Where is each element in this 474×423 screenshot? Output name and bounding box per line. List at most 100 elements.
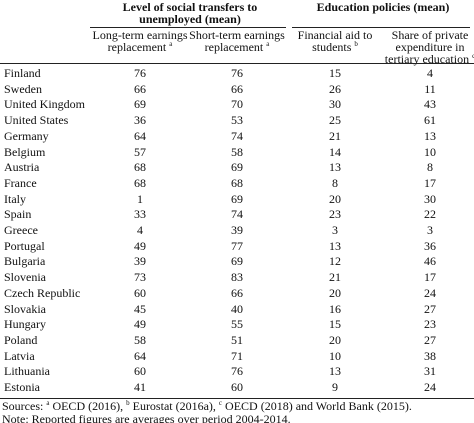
column-header-text: Share of private expenditure in tertiary… [384,28,470,66]
cell-value: 64 [134,128,146,143]
footnote-marker: b [126,399,130,407]
cell-value: 76 [134,66,146,80]
cell-value: 55 [231,317,243,332]
cell-value: 20 [329,332,341,347]
cell-value: 24 [424,380,436,394]
cell-value: 27 [424,332,436,347]
source-text: OECD (2018) and World Bank (2015). [225,399,412,413]
cell-value: 12 [329,254,341,269]
cell-value: 66 [134,81,146,96]
cell-value: 23 [424,317,436,332]
cell-value: 57 [134,144,146,159]
cell-value: 26 [329,81,341,96]
cell-value: 36 [424,238,436,253]
cell-value: 13 [329,364,341,379]
cell-value: 39 [134,254,146,269]
country-name: Finland [4,66,41,80]
column-header: Short-term earnings replacement a [187,29,287,53]
country-name: Austria [4,160,40,175]
cell-value: 69 [231,191,243,206]
cell-value: 40 [231,301,243,316]
country-name: Slovenia [4,270,46,285]
cell-value: 20 [329,191,341,206]
column-header: Long-term earnings replacement a [90,29,190,53]
cell-value: 68 [134,175,146,190]
country-name: Spain [4,207,32,222]
cell-value: 76 [231,364,243,379]
footnote-marker: a [266,40,270,48]
group-header: Education policies (mean) [316,0,450,14]
cell-value: 36 [134,113,146,128]
cell-value: 21 [329,128,341,143]
note-footnote: Note: Reported figures are averages over… [2,412,291,423]
cell-value: 33 [134,207,146,222]
country-name: Estonia [4,380,40,394]
cell-value: 53 [231,113,243,128]
cell-value: 77 [231,238,243,253]
cell-value: 25 [329,113,341,128]
country-name: Germany [4,128,49,143]
column-header-text: Short-term earnings replacement [189,28,285,54]
cell-value: 51 [231,332,243,347]
country-name: Italy [4,191,26,206]
cell-value: 74 [231,207,243,222]
cell-value: 68 [134,160,146,175]
cell-value: 69 [231,254,243,269]
cell-value: 64 [134,348,146,363]
country-name: France [4,175,37,190]
group-header: Level of social transfers to unemployed … [122,0,258,26]
cell-value: 66 [231,81,243,96]
country-name: Portugal [4,238,45,253]
group-rule [292,27,470,28]
footnote-marker: b [354,40,358,48]
footnote-marker: a [46,399,50,407]
cell-value: 69 [134,97,146,112]
cell-value: 60 [231,380,243,394]
country-name: United States [4,113,69,128]
cell-value: 3 [427,223,433,237]
cell-value: 13 [424,128,436,143]
cell-value: 58 [231,144,243,159]
country-name: Bulgaria [4,254,46,269]
footnote-marker: a [169,40,173,48]
cell-value: 10 [424,144,436,159]
cell-value: 45 [134,301,146,316]
cell-value: 27 [424,301,436,316]
cell-value: 3 [332,223,338,237]
cell-value: 60 [134,285,146,300]
cell-value: 10 [329,348,341,363]
cell-value: 8 [332,175,338,190]
cell-value: 31 [424,364,436,379]
country-name: Sweden [4,81,42,96]
cell-value: 71 [231,348,243,363]
cell-value: 39 [231,223,243,237]
cell-value: 66 [231,285,243,300]
cell-value: 22 [424,207,436,222]
column-header-text: Financial aid to students [297,28,373,54]
footnote-marker: c [472,52,474,60]
country-name: Czech Republic [4,285,81,300]
cell-value: 68 [231,175,243,190]
cell-value: 14 [329,144,341,159]
cell-value: 46 [424,254,436,269]
cell-value: 13 [329,238,341,253]
cell-value: 83 [231,270,243,285]
cell-value: 8 [427,160,433,175]
cell-value: 49 [134,238,146,253]
country-name: Hungary [4,317,46,332]
cell-value: 61 [424,113,436,128]
country-name: Latvia [4,348,35,363]
cell-value: 15 [329,317,341,332]
cell-value: 15 [329,66,341,80]
country-name: Lithuania [4,364,50,379]
cell-value: 74 [231,128,243,143]
cell-value: 43 [424,97,436,112]
column-header: Financial aid to students b [285,29,385,53]
cell-value: 4 [427,66,433,80]
country-name: Slovakia [4,301,46,316]
country-name: Greece [4,223,38,237]
cell-value: 60 [134,364,146,379]
cell-value: 30 [329,97,341,112]
cell-value: 17 [424,270,436,285]
